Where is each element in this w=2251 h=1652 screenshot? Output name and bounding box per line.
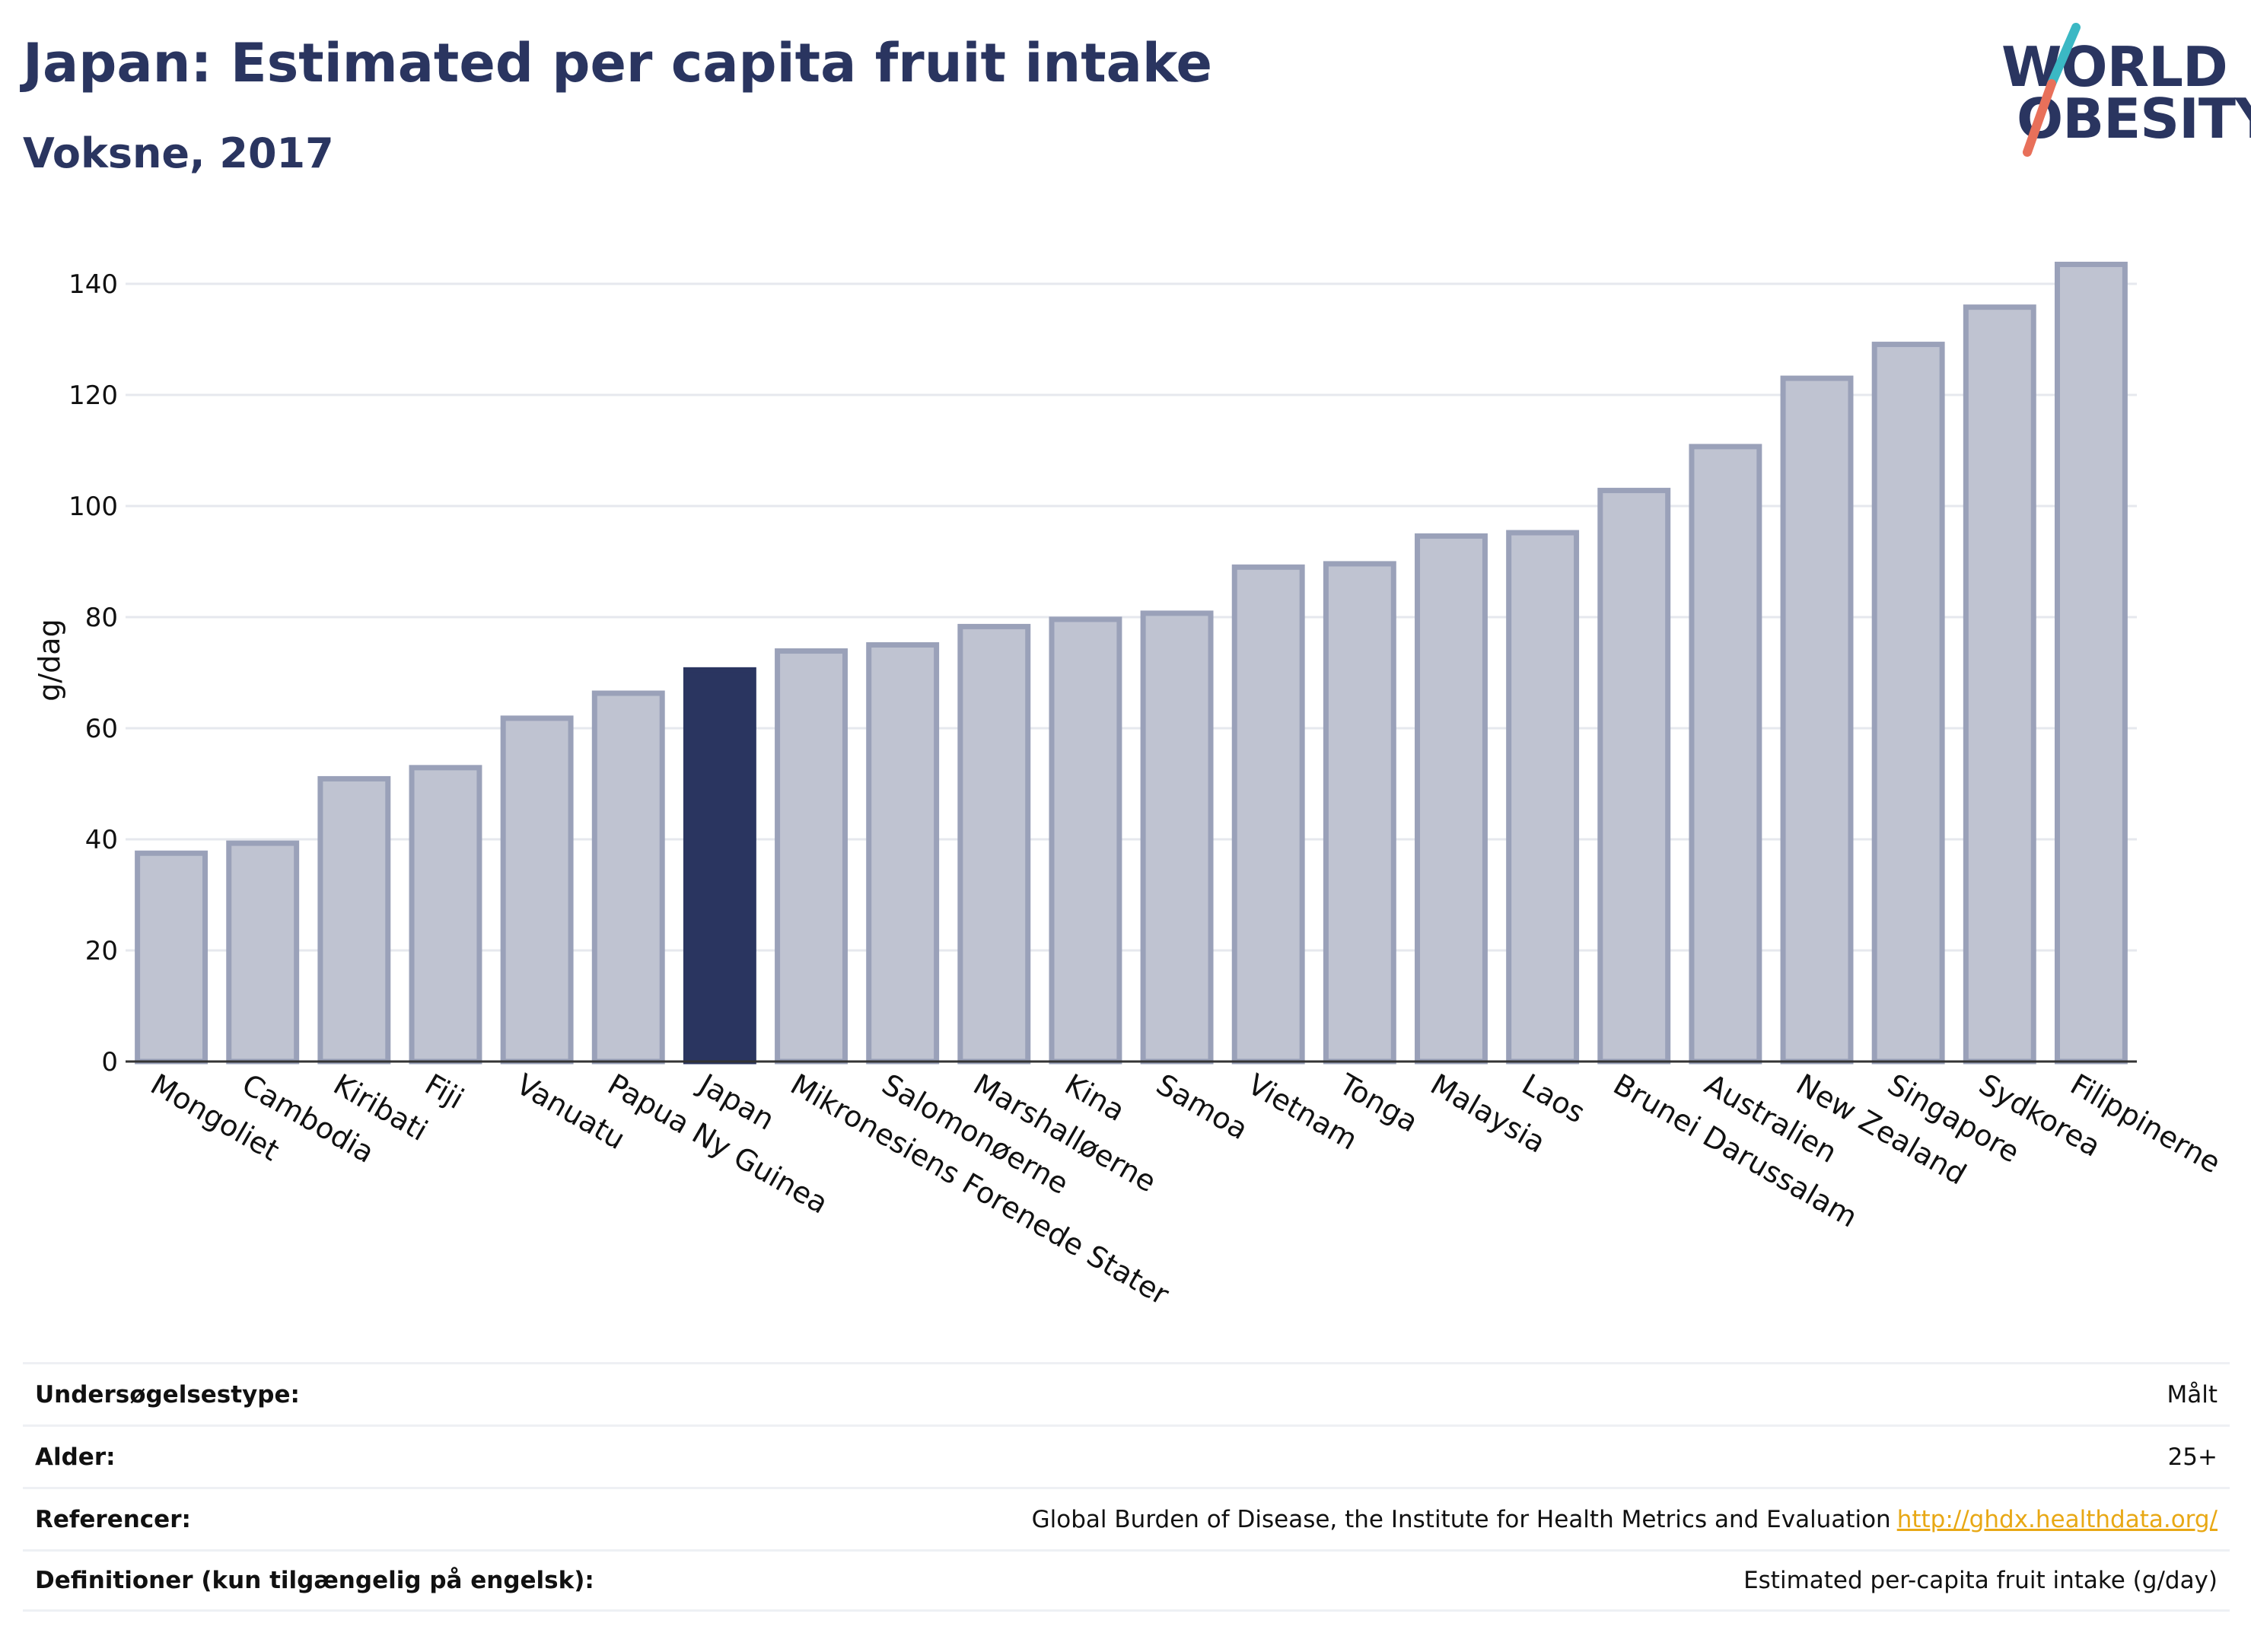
- bar-tonga[interactable]: [1323, 561, 1396, 1065]
- meta-value: Estimated per-capita fruit intake (g/day…: [1743, 1567, 2218, 1594]
- bar-filippinerne[interactable]: [2054, 261, 2128, 1065]
- meta-label: Alder:: [35, 1443, 116, 1471]
- bar-japan[interactable]: [683, 667, 756, 1065]
- bar-marshalløerne[interactable]: [957, 623, 1031, 1065]
- reference-text: Global Burden of Disease, the Institute …: [1031, 1505, 1891, 1533]
- meta-row-definitions: Definitioner (kun tilgængelig på engelsk…: [23, 1549, 2230, 1612]
- y-axis-label: g/dag: [33, 619, 66, 701]
- bar-vietnam[interactable]: [1231, 564, 1305, 1065]
- bar-kiribati[interactable]: [317, 775, 391, 1065]
- meta-row-references: Referencer: Global Burden of Disease, th…: [23, 1487, 2230, 1549]
- bar-sydkorea[interactable]: [1963, 304, 2036, 1065]
- reference-link[interactable]: http://ghdx.healthdata.org/: [1896, 1505, 2218, 1533]
- world-obesity-logo[interactable]: WORLD OBESITY: [1979, 23, 2251, 160]
- y-tick-label: 40: [85, 825, 118, 855]
- logo-line-1: WORLD: [2001, 35, 2228, 99]
- y-tick-label: 20: [85, 936, 118, 966]
- y-tick-label: 80: [85, 603, 118, 633]
- page-title: Japan: Estimated per capita fruit intake: [23, 32, 1213, 94]
- bar-kina[interactable]: [1049, 616, 1122, 1065]
- bar-australien[interactable]: [1689, 444, 1762, 1065]
- bar-vanuatu[interactable]: [500, 715, 574, 1065]
- bar-papua-ny-guinea[interactable]: [591, 690, 665, 1065]
- meta-value: Målt: [2167, 1380, 2218, 1408]
- page-subtitle: Voksne, 2017: [23, 129, 334, 177]
- meta-value-references: Global Burden of Disease, the Institute …: [1032, 1506, 2218, 1533]
- bar-brunei-darussalam[interactable]: [1597, 488, 1671, 1065]
- bar-mongoliet[interactable]: [135, 850, 209, 1065]
- meta-label: Undersøgelsestype:: [35, 1380, 300, 1408]
- meta-label: Referencer:: [35, 1505, 191, 1533]
- x-tick-label: Fiji: [419, 1068, 470, 1116]
- y-tick-label: 0: [101, 1047, 118, 1077]
- y-tick-label: 100: [68, 492, 118, 522]
- y-tick-label: 140: [68, 269, 118, 300]
- bar-mikronesiens-forenede-stater[interactable]: [775, 648, 848, 1065]
- bar-chart: 0 20 40 60 80 100 120 140 MongolietCambodiaKiri…: [33, 261, 2227, 1312]
- y-tick-label: 120: [68, 380, 118, 411]
- y-tick-label: 60: [85, 714, 118, 744]
- bar-singapore[interactable]: [1871, 342, 1945, 1065]
- x-tick-label: Samoa: [1151, 1068, 1253, 1147]
- chart-bars: [135, 261, 2128, 1065]
- bar-cambodia[interactable]: [226, 840, 300, 1065]
- bar-laos[interactable]: [1506, 530, 1580, 1065]
- logo-slash-icon: [2023, 23, 2081, 157]
- bar-salomonøerne[interactable]: [866, 642, 940, 1065]
- bar-new-zealand[interactable]: [1780, 375, 1854, 1065]
- bar-samoa[interactable]: [1140, 610, 1214, 1065]
- meta-row-survey-type: Undersøgelsestype: Målt: [23, 1362, 2230, 1424]
- bar-fiji[interactable]: [409, 765, 482, 1065]
- meta-row-age: Alder: 25+: [23, 1424, 2230, 1487]
- meta-value: 25+: [2167, 1443, 2218, 1471]
- meta-label: Definitioner (kun tilgængelig på engelsk…: [35, 1567, 594, 1594]
- bar-malaysia[interactable]: [1415, 533, 1488, 1065]
- y-axis-ticks: 0 20 40 60 80 100 120 140: [68, 269, 118, 1077]
- logo-line-2: OBESITY: [2017, 87, 2251, 151]
- metadata-table: Undersøgelsestype: Målt Alder: 25+ Refer…: [23, 1362, 2230, 1612]
